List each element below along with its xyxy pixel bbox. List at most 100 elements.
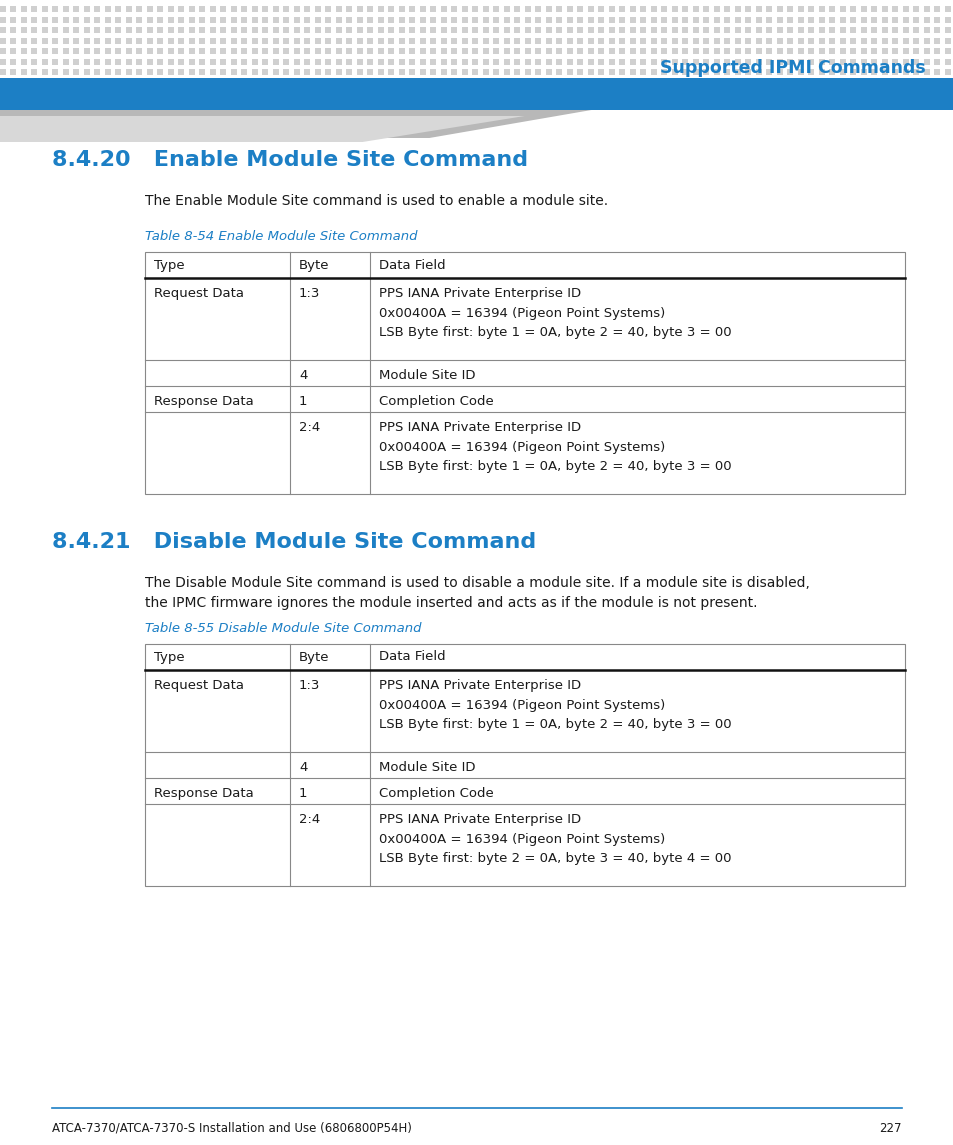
Bar — [157, 48, 163, 54]
Bar — [10, 58, 16, 64]
Bar — [587, 69, 594, 76]
Bar — [892, 6, 898, 11]
Bar — [335, 38, 341, 44]
Bar — [157, 69, 163, 76]
Bar — [252, 38, 257, 44]
Bar — [63, 27, 69, 33]
Bar — [702, 27, 709, 33]
Bar — [514, 38, 520, 44]
Bar — [10, 6, 16, 11]
Bar — [220, 58, 226, 64]
Bar — [472, 48, 478, 54]
Bar — [105, 27, 111, 33]
Bar — [63, 38, 69, 44]
Bar — [52, 27, 58, 33]
Bar — [639, 58, 646, 64]
Bar — [273, 6, 278, 11]
Bar — [681, 16, 688, 23]
Bar — [325, 69, 331, 76]
Bar — [356, 58, 363, 64]
Bar — [681, 48, 688, 54]
Bar — [629, 6, 636, 11]
Bar — [797, 58, 803, 64]
Bar — [755, 38, 761, 44]
Bar — [934, 58, 940, 64]
Bar — [388, 48, 395, 54]
Bar — [861, 48, 866, 54]
Bar — [786, 69, 793, 76]
Bar — [840, 27, 845, 33]
Bar — [94, 58, 100, 64]
Bar — [828, 48, 835, 54]
Bar — [398, 6, 405, 11]
Bar — [587, 16, 594, 23]
Bar — [660, 69, 667, 76]
Bar — [618, 38, 625, 44]
Bar — [861, 6, 866, 11]
Text: Response Data: Response Data — [153, 395, 253, 408]
Bar — [451, 38, 457, 44]
Bar — [241, 38, 247, 44]
Bar — [913, 27, 919, 33]
Bar — [535, 16, 541, 23]
Bar — [220, 69, 226, 76]
Bar — [241, 58, 247, 64]
Bar — [367, 69, 374, 76]
Bar — [115, 58, 121, 64]
Bar — [294, 58, 299, 64]
Bar — [944, 27, 950, 33]
Bar — [493, 58, 499, 64]
Bar — [524, 69, 531, 76]
Bar — [136, 27, 142, 33]
Bar — [587, 38, 594, 44]
Bar — [115, 48, 121, 54]
Bar — [535, 27, 541, 33]
Bar — [210, 69, 215, 76]
Bar — [398, 27, 405, 33]
Bar — [31, 48, 37, 54]
Bar — [94, 27, 100, 33]
Text: 1: 1 — [298, 787, 307, 800]
Bar — [850, 69, 856, 76]
Bar — [472, 38, 478, 44]
Bar — [63, 6, 69, 11]
Bar — [713, 38, 720, 44]
Bar — [168, 27, 173, 33]
Bar — [692, 69, 699, 76]
Bar — [84, 16, 90, 23]
Bar — [734, 6, 740, 11]
Text: 8.4.21   Disable Module Site Command: 8.4.21 Disable Module Site Command — [52, 532, 536, 552]
Bar — [252, 48, 257, 54]
Bar — [94, 48, 100, 54]
Bar — [262, 38, 268, 44]
Bar — [262, 58, 268, 64]
Bar — [84, 58, 90, 64]
Bar — [702, 38, 709, 44]
Bar — [755, 16, 761, 23]
Bar — [765, 6, 772, 11]
Bar — [377, 38, 384, 44]
Bar — [902, 6, 908, 11]
Bar — [283, 27, 289, 33]
Bar — [797, 48, 803, 54]
Bar — [776, 69, 782, 76]
Bar — [388, 69, 395, 76]
Bar — [252, 27, 257, 33]
Bar — [262, 6, 268, 11]
Bar — [882, 38, 887, 44]
Bar — [650, 38, 657, 44]
Bar — [451, 69, 457, 76]
Bar — [335, 58, 341, 64]
Bar — [451, 16, 457, 23]
Bar — [0, 38, 6, 44]
Bar — [556, 16, 562, 23]
Bar — [556, 48, 562, 54]
Bar — [902, 48, 908, 54]
Bar — [63, 16, 69, 23]
Bar — [713, 48, 720, 54]
Bar — [892, 27, 898, 33]
Bar — [524, 27, 531, 33]
Bar — [304, 27, 310, 33]
Bar — [882, 58, 887, 64]
Bar — [0, 48, 6, 54]
